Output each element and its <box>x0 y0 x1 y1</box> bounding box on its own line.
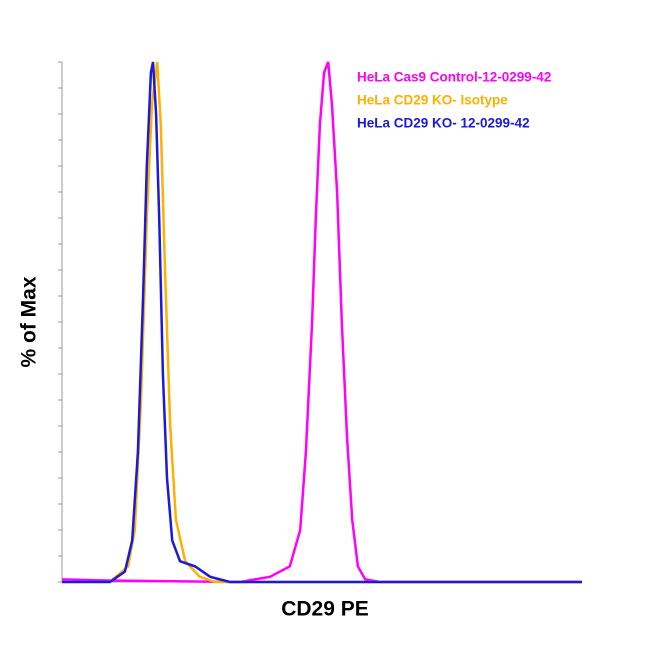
x-axis-title: CD29 PE <box>281 598 369 621</box>
legend-entry: HeLa Cas9 Control-12-0299-42 <box>357 70 551 85</box>
histogram-line <box>61 61 582 584</box>
y-axis-title: % of Max <box>18 276 41 367</box>
legend-entry: HeLa CD29 KO- Isotype <box>357 93 508 108</box>
histogram-line <box>108 61 582 584</box>
legend-entry: HeLa CD29 KO- 12-0299-42 <box>357 116 530 131</box>
histogram-line <box>62 61 582 584</box>
